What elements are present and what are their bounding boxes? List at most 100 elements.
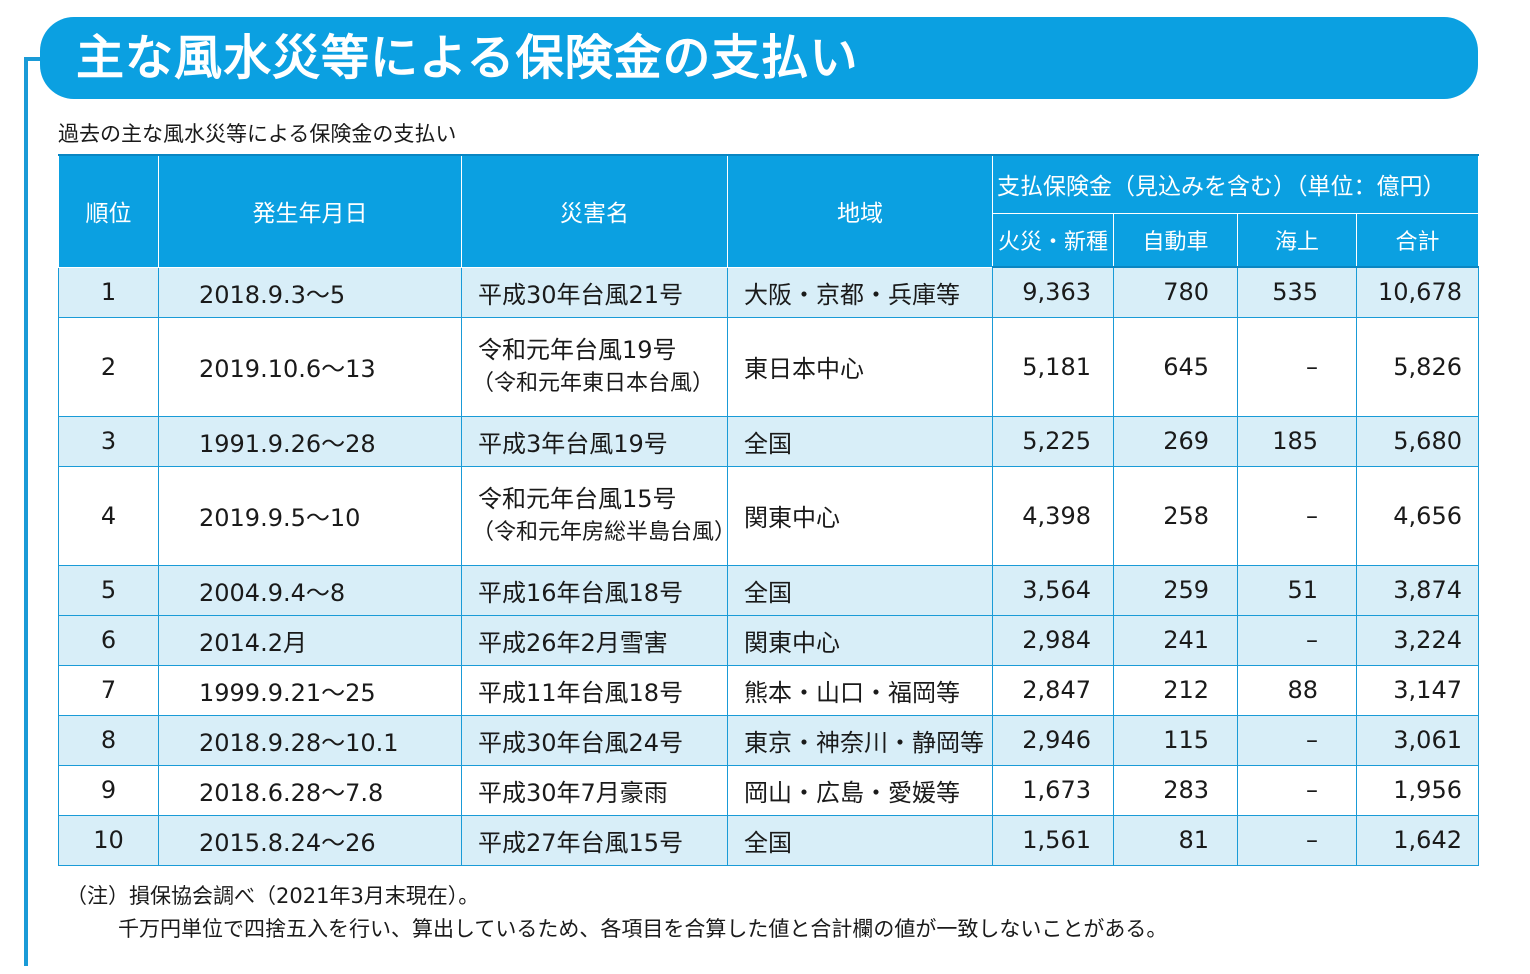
- cell-fire-new: 4,398: [992, 465, 1114, 566]
- cell-fire-new: 9,363: [992, 266, 1114, 318]
- cell-rank: 1: [58, 266, 159, 318]
- header-total: 合計: [1356, 212, 1479, 268]
- header-date: 発生年月日: [158, 154, 462, 268]
- table-row: 3 1991.9.26～28 平成3年台風19号 全国 5,225 269 18…: [58, 415, 1479, 467]
- table-row: 7 1999.9.21～25 平成11年台風18号 熊本・山口・福岡等 2,84…: [58, 664, 1479, 716]
- footnote-source: （注）損保協会調べ（2021年3月末現在）。: [66, 884, 480, 908]
- table-row: 6 2014.2月 平成26年2月雪害 関東中心 2,984 241 – 3,2…: [58, 614, 1479, 666]
- header-rank: 順位: [58, 154, 159, 268]
- cell-date: 2018.9.3～5: [158, 266, 462, 318]
- cell-total: 5,826: [1356, 316, 1479, 417]
- cell-date: 2019.10.6～13: [158, 316, 462, 417]
- cell-rank: 3: [58, 415, 159, 467]
- table-row: 1 2018.9.3～5 平成30年台風21号 大阪・京都・兵庫等 9,363 …: [58, 266, 1479, 318]
- cell-rank: 5: [58, 564, 159, 616]
- header-disaster: 災害名: [461, 154, 728, 268]
- cell-auto: 115: [1113, 714, 1238, 766]
- cell-region: 全国: [727, 564, 993, 616]
- cell-total: 4,656: [1356, 465, 1479, 566]
- cell-rank: 9: [58, 764, 159, 816]
- side-accent-line: [24, 57, 28, 966]
- cell-disaster: 令和元年台風19号 （令和元年東日本台風）: [461, 316, 728, 417]
- cell-rank: 2: [58, 316, 159, 417]
- header-region: 地域: [727, 154, 993, 268]
- table-row: 2 2019.10.6～13 令和元年台風19号 （令和元年東日本台風） 東日本…: [58, 316, 1479, 417]
- cell-total: 3,224: [1356, 614, 1479, 666]
- cell-total: 1,642: [1356, 814, 1479, 866]
- cell-marine: 88: [1237, 664, 1357, 716]
- cell-date: 2014.2月: [158, 614, 462, 666]
- side-accent-stub: [24, 57, 50, 61]
- cell-date: 1999.9.21～25: [158, 664, 462, 716]
- cell-fire-new: 2,984: [992, 614, 1114, 666]
- cell-auto: 81: [1113, 814, 1238, 866]
- cell-rank: 6: [58, 614, 159, 666]
- cell-fire-new: 5,225: [992, 415, 1114, 467]
- cell-disaster: 令和元年台風15号 （令和元年房総半島台風）: [461, 465, 737, 566]
- cell-region: 関東中心: [727, 465, 993, 566]
- disaster-alias: （令和元年房総半島台風）: [472, 519, 737, 545]
- table-row: 8 2018.9.28～10.1 平成30年台風24号 東京・神奈川・静岡等 2…: [58, 714, 1479, 766]
- cell-auto: 780: [1113, 266, 1238, 318]
- cell-fire-new: 1,561: [992, 814, 1114, 866]
- disaster-name: 令和元年台風15号: [478, 484, 677, 513]
- cell-disaster: 平成3年台風19号: [461, 415, 728, 467]
- cell-fire-new: 3,564: [992, 564, 1114, 616]
- cell-fire-new: 2,847: [992, 664, 1114, 716]
- cell-rank: 4: [58, 465, 159, 566]
- disaster-alias: （令和元年東日本台風）: [472, 370, 715, 396]
- table-row: 4 2019.9.5～10 令和元年台風15号 （令和元年房総半島台風） 関東中…: [58, 465, 1479, 566]
- cell-date: 2018.9.28～10.1: [158, 714, 462, 766]
- header-payment-group: 支払保険金（見込みを含む）（単位：億円）: [992, 154, 1479, 214]
- cell-date: 1991.9.26～28: [158, 415, 462, 467]
- cell-total: 10,678: [1356, 266, 1479, 318]
- table-caption: 過去の主な風水災等による保険金の支払い: [58, 122, 457, 146]
- cell-auto: 269: [1113, 415, 1238, 467]
- cell-total: 3,874: [1356, 564, 1479, 616]
- cell-disaster: 平成27年台風15号: [461, 814, 728, 866]
- cell-region: 東日本中心: [727, 316, 993, 417]
- table-row: 5 2004.9.4～8 平成16年台風18号 全国 3,564 259 51 …: [58, 564, 1479, 616]
- cell-total: 3,061: [1356, 714, 1479, 766]
- cell-marine: –: [1237, 316, 1357, 417]
- disaster-name: 令和元年台風19号: [478, 335, 677, 364]
- cell-marine: 535: [1237, 266, 1357, 318]
- cell-auto: 645: [1113, 316, 1238, 417]
- cell-region: 東京・神奈川・静岡等: [727, 714, 993, 766]
- cell-region: 岡山・広島・愛媛等: [727, 764, 993, 816]
- cell-marine: –: [1237, 614, 1357, 666]
- cell-disaster: 平成30年台風21号: [461, 266, 728, 318]
- cell-disaster: 平成26年2月雪害: [461, 614, 728, 666]
- cell-auto: 241: [1113, 614, 1238, 666]
- cell-rank: 10: [58, 814, 159, 866]
- payments-table: 順位 発生年月日 災害名 地域 支払保険金（見込みを含む）（単位：億円） 火災・…: [58, 154, 1479, 866]
- header-auto: 自動車: [1113, 212, 1238, 268]
- cell-auto: 212: [1113, 664, 1238, 716]
- cell-region: 熊本・山口・福岡等: [727, 664, 993, 716]
- cell-marine: 185: [1237, 415, 1357, 467]
- cell-fire-new: 5,181: [992, 316, 1114, 417]
- cell-region: 全国: [727, 814, 993, 866]
- cell-disaster: 平成30年台風24号: [461, 714, 728, 766]
- cell-marine: –: [1237, 764, 1357, 816]
- cell-auto: 283: [1113, 764, 1238, 816]
- table-row: 10 2015.8.24～26 平成27年台風15号 全国 1,561 81 –…: [58, 814, 1479, 866]
- cell-fire-new: 1,673: [992, 764, 1114, 816]
- cell-marine: 51: [1237, 564, 1357, 616]
- header-fire-new: 火災・新種: [992, 212, 1114, 268]
- cell-rank: 8: [58, 714, 159, 766]
- cell-auto: 258: [1113, 465, 1238, 566]
- cell-disaster: 平成11年台風18号: [461, 664, 728, 716]
- cell-region: 全国: [727, 415, 993, 467]
- cell-region: 大阪・京都・兵庫等: [727, 266, 993, 318]
- cell-disaster: 平成30年7月豪雨: [461, 764, 728, 816]
- cell-date: 2004.9.4～8: [158, 564, 462, 616]
- cell-date: 2015.8.24～26: [158, 814, 462, 866]
- cell-total: 3,147: [1356, 664, 1479, 716]
- cell-rank: 7: [58, 664, 159, 716]
- header-marine: 海上: [1237, 212, 1357, 268]
- footnote-rounding: 千万円単位で四捨五入を行い、算出しているため、各項目を合算した値と合計欄の値が一…: [118, 917, 1168, 941]
- page-title: 主な風水災等による保険金の支払い: [76, 30, 859, 86]
- table-row: 9 2018.6.28～7.8 平成30年7月豪雨 岡山・広島・愛媛等 1,67…: [58, 764, 1479, 816]
- cell-region: 関東中心: [727, 614, 993, 666]
